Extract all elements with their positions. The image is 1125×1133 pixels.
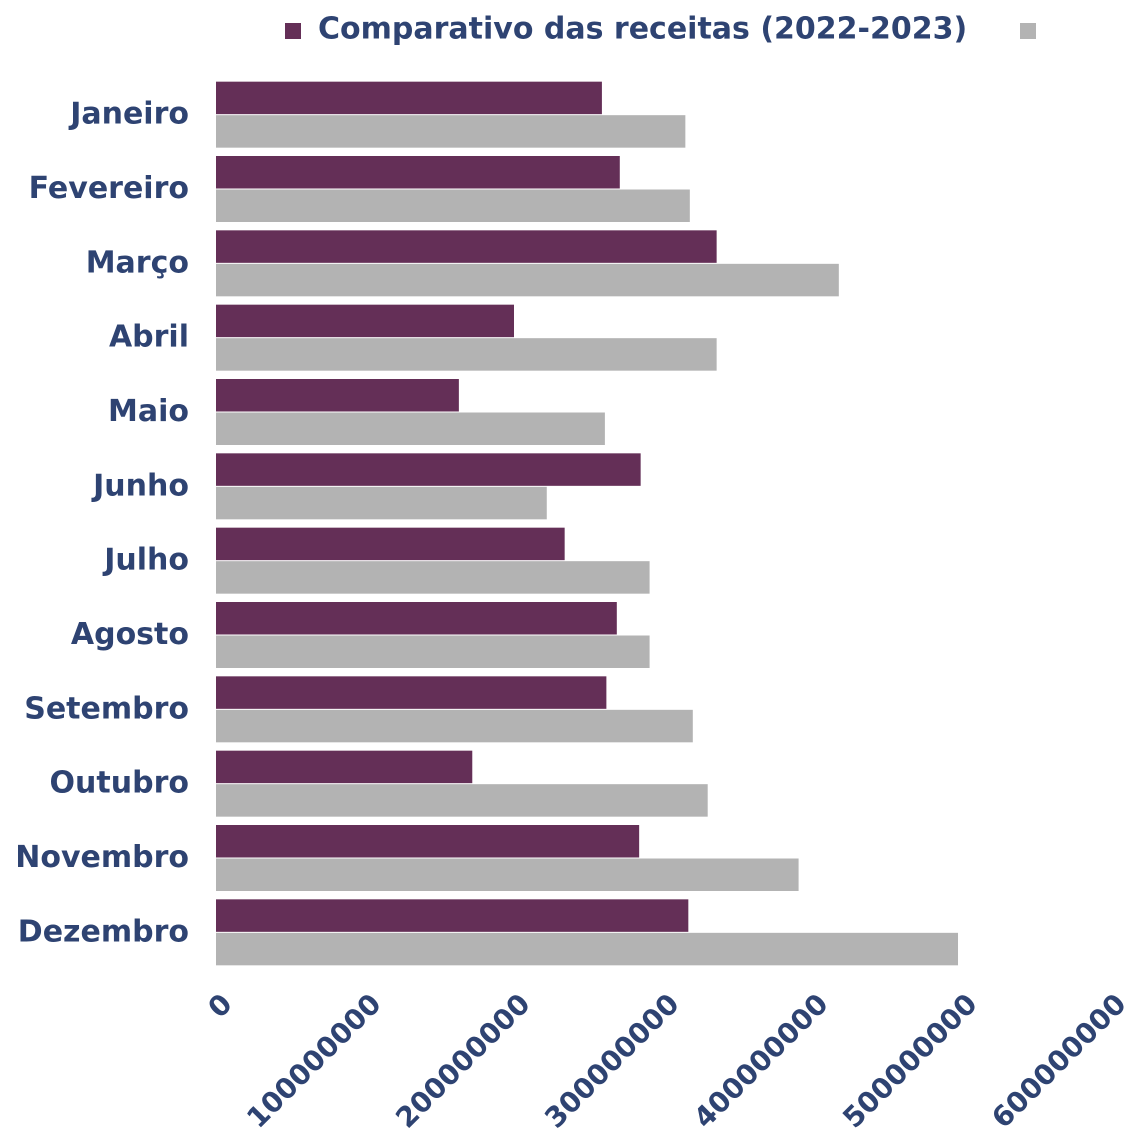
bar [216, 825, 640, 858]
bar [216, 412, 605, 445]
bar [216, 858, 799, 891]
y-tick-label: Outubro [50, 766, 189, 801]
bar [216, 156, 620, 189]
y-tick-label: Dezembro [18, 914, 189, 949]
x-tick-label: 500000000 [836, 987, 983, 1133]
y-tick-label: Abril [109, 320, 189, 355]
bar [216, 709, 693, 743]
y-tick-label: Janeiro [68, 97, 189, 132]
x-tick-label: 300000000 [538, 987, 685, 1133]
bar [216, 899, 689, 932]
bar [216, 379, 459, 412]
y-tick-label: Maio [108, 394, 189, 429]
legend-swatch [1020, 23, 1036, 39]
y-tick-label: Fevereiro [29, 171, 189, 206]
bar [216, 750, 473, 784]
bar [216, 527, 565, 561]
bar [216, 784, 708, 817]
legend-swatch [285, 23, 301, 39]
y-tick-label: Março [86, 245, 189, 280]
bar [216, 486, 547, 520]
bar [216, 602, 617, 635]
legend-label: Comparativo das receitas (2022-2023) [318, 12, 967, 47]
bar [216, 189, 690, 222]
x-tick-label: 600000000 [985, 987, 1125, 1133]
y-tick-label: Agosto [71, 617, 189, 652]
bar [216, 338, 717, 371]
bar [216, 676, 607, 709]
y-tick-label: Julho [102, 543, 189, 578]
x-tick-label: 400000000 [687, 987, 834, 1133]
y-tick-label: Junho [91, 468, 189, 503]
bar [216, 304, 514, 338]
bar [216, 81, 602, 115]
bar [216, 932, 959, 966]
bar [216, 635, 650, 668]
x-tick-label: 0 [201, 987, 238, 1024]
bar [216, 230, 717, 263]
x-tick-label: 200000000 [389, 987, 536, 1133]
x-tick-label: 100000000 [240, 987, 387, 1133]
bar [216, 561, 650, 594]
bar [216, 263, 839, 297]
bar [216, 453, 641, 486]
bar [216, 115, 686, 148]
y-tick-label: Novembro [15, 840, 189, 875]
y-tick-label: Setembro [24, 691, 189, 726]
